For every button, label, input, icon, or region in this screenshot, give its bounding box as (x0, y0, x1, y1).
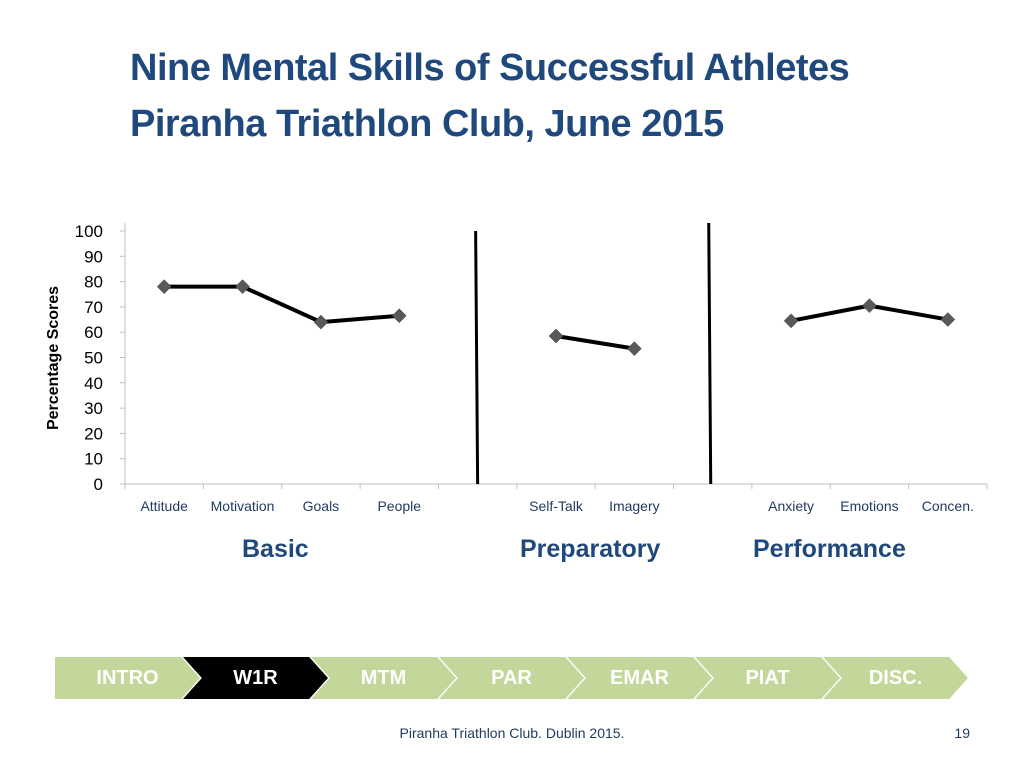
group-label-performance: Performance (753, 535, 906, 563)
y-tick-label: 50 (84, 349, 103, 368)
data-point-marker (313, 314, 329, 330)
x-tick-label: Imagery (609, 498, 660, 514)
y-tick-label: 90 (84, 247, 103, 266)
data-point-marker (235, 279, 250, 295)
x-axis: Attitude Motivation Goals People Self-Talk Im… (124, 483, 988, 514)
y-tick-label: 30 (84, 399, 103, 418)
nav-item-emar[interactable]: EMAR (567, 657, 712, 699)
section-separators (474, 222, 713, 485)
slide-title: Nine Mental Skills of Successful Athlete… (130, 40, 980, 152)
data-point-marker (862, 298, 877, 313)
footer-text: Piranha Triathlon Club. Dublin 2015. (399, 725, 625, 741)
data-point-marker (940, 312, 956, 327)
nav-item-piat[interactable]: PIAT (695, 657, 840, 699)
section-navigation: INTRO W1R MTM PAR EMAR PIAT DISC. (55, 657, 968, 699)
series-line-segment (164, 284, 400, 325)
y-tick-label: 0 (94, 475, 103, 494)
x-tick-label: Anxiety (768, 498, 814, 514)
y-tick-label: 100 (75, 222, 103, 241)
x-tick-label: People (377, 498, 421, 514)
y-tick-label: 20 (84, 424, 103, 443)
y-tick-label: 60 (84, 323, 103, 342)
y-tick-label: 40 (84, 374, 103, 393)
nav-item-intro[interactable]: INTRO (55, 657, 200, 699)
y-tick-label: 70 (84, 298, 103, 317)
title-line-2: Piranha Triathlon Club, June 2015 (130, 103, 724, 145)
y-axis: 0 10 20 30 40 50 60 70 80 90 100 (75, 222, 126, 494)
group-label-preparatory: Preparatory (520, 535, 661, 563)
data-point-marker (391, 308, 407, 324)
section-separator-line (707, 222, 713, 485)
data-markers (156, 279, 956, 356)
nav-item-w1r[interactable]: W1R (183, 657, 328, 699)
x-tick-label: Emotions (840, 498, 898, 514)
page-number: 19 (954, 725, 970, 741)
y-axis-label: Percentage Scores (45, 286, 62, 430)
nav-item-disc[interactable]: DISC. (823, 657, 968, 699)
x-tick-label: Goals (303, 498, 340, 514)
line-chart: 0 10 20 30 40 50 60 70 80 90 100 Attitude Motivatio… (45, 222, 988, 514)
data-point-marker (548, 328, 564, 344)
y-tick-label: 10 (84, 450, 103, 469)
section-separator-line (474, 230, 480, 485)
x-tick-label: Concen. (922, 498, 974, 514)
nav-item-par[interactable]: PAR (439, 657, 584, 699)
title-line-1: Nine Mental Skills of Successful Athlete… (130, 47, 850, 89)
data-point-marker (783, 313, 799, 329)
x-tick-label: Self-Talk (529, 498, 584, 514)
nav-item-mtm[interactable]: MTM (311, 657, 456, 699)
x-tick-label: Motivation (211, 498, 275, 514)
data-point-marker (627, 341, 642, 356)
group-label-basic: Basic (242, 535, 309, 563)
x-tick-label: Attitude (140, 498, 188, 514)
data-point-marker (156, 279, 172, 295)
y-tick-label: 80 (84, 273, 103, 292)
series-line-segment (555, 334, 635, 351)
